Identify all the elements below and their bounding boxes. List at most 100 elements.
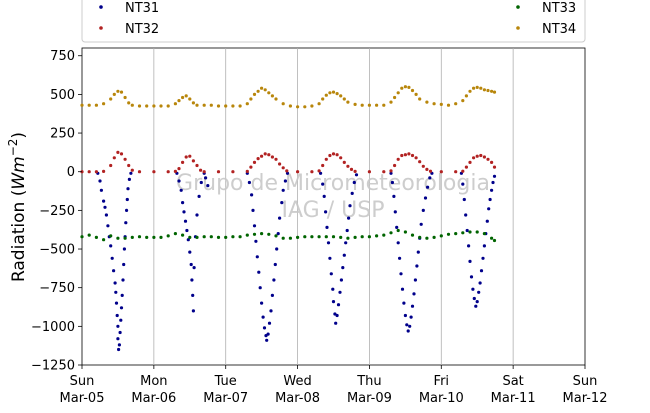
point-nt31-156 xyxy=(492,174,497,178)
point-nt31-111 xyxy=(396,241,400,245)
point-nt31-40 xyxy=(186,238,190,242)
point-nt33-40 xyxy=(367,235,371,239)
point-nt33-27 xyxy=(274,234,278,238)
point-nt33-1 xyxy=(87,233,91,237)
point-nt31-13 xyxy=(114,301,119,305)
point-nt32-72 xyxy=(482,155,486,159)
point-nt34-78 xyxy=(486,88,490,93)
point-nt33-53 xyxy=(461,231,465,235)
point-nt31-128 xyxy=(421,208,425,212)
point-nt34-50 xyxy=(342,97,346,101)
point-nt34-62 xyxy=(407,85,411,89)
point-nt32-32 xyxy=(270,155,274,159)
x-tick-date-7: Mar-12 xyxy=(563,391,608,406)
point-nt31-137 xyxy=(465,228,469,233)
point-nt33-46 xyxy=(410,233,415,237)
point-nt31-36 xyxy=(181,201,185,205)
point-nt31-143 xyxy=(474,304,478,308)
point-nt31-105 xyxy=(354,173,359,177)
point-nt31-15 xyxy=(116,324,120,328)
point-nt31-73 xyxy=(273,262,277,267)
point-nt33-8 xyxy=(137,235,142,239)
legend-label-nt31: NT31 xyxy=(125,1,159,16)
point-nt33-33 xyxy=(317,235,321,239)
x-tick-day-4: Thu xyxy=(356,374,381,389)
point-nt33-4 xyxy=(109,234,113,238)
point-nt34-11 xyxy=(137,104,142,108)
point-nt32-18 xyxy=(188,154,192,158)
point-nt31-71 xyxy=(270,293,274,297)
point-nt34-44 xyxy=(321,97,325,101)
legend-label-nt33: NT33 xyxy=(542,1,576,16)
point-nt33-11 xyxy=(159,235,163,239)
point-nt31-141 xyxy=(471,287,475,291)
y-tick-label-8: 750 xyxy=(50,49,75,64)
point-nt34-63 xyxy=(410,88,415,93)
point-nt32-8 xyxy=(123,157,127,161)
point-nt31-69 xyxy=(267,321,272,325)
series-layer xyxy=(80,85,497,352)
point-nt32-58 xyxy=(410,153,415,158)
point-nt34-66 xyxy=(425,100,429,104)
point-nt33-51 xyxy=(446,232,451,236)
point-nt32-40 xyxy=(321,163,325,168)
point-nt31-18 xyxy=(117,343,121,347)
point-nt31-52 xyxy=(204,176,208,180)
point-nt31-78 xyxy=(281,188,285,192)
point-nt32-14 xyxy=(173,169,177,173)
point-nt32-50 xyxy=(367,170,371,174)
point-nt31-38 xyxy=(183,219,188,223)
point-nt31-100 xyxy=(345,228,349,233)
point-nt32-7 xyxy=(119,152,124,156)
point-nt33-18 xyxy=(209,235,213,239)
x-axis: Sun Mar-05 Mon Mar-06 Tue Mar-07 Wed Mar-08 Thu M… xyxy=(60,365,608,406)
point-nt34-5 xyxy=(112,92,116,96)
point-nt33-34 xyxy=(324,235,328,239)
point-nt31-41 xyxy=(188,250,192,254)
point-nt34-15 xyxy=(166,104,170,108)
point-nt34-64 xyxy=(414,92,418,96)
point-nt31-151 xyxy=(485,219,489,223)
point-nt33-9 xyxy=(145,235,149,239)
point-nt34-74 xyxy=(472,86,476,90)
point-nt32-59 xyxy=(414,156,418,160)
y-tick-label-2: −750 xyxy=(39,281,75,296)
point-nt32-69 xyxy=(472,156,476,160)
point-nt31-42 xyxy=(189,262,193,267)
series-nt32 xyxy=(80,150,497,174)
point-nt34-27 xyxy=(231,104,235,108)
point-nt31-45 xyxy=(191,309,195,313)
point-nt32-10 xyxy=(130,168,134,172)
point-nt32-19 xyxy=(191,159,195,163)
point-nt34-13 xyxy=(152,104,156,108)
point-nt33-29 xyxy=(288,236,292,240)
point-nt34-25 xyxy=(216,104,221,108)
point-nt31-139 xyxy=(468,259,472,263)
point-nt34-56 xyxy=(382,103,386,107)
point-nt31-117 xyxy=(405,323,409,327)
point-nt31-114 xyxy=(400,287,405,291)
point-nt31-149 xyxy=(482,244,486,248)
point-nt34-37 xyxy=(274,97,278,101)
point-nt34-2 xyxy=(94,103,98,107)
legend-item-nt34: NT34 xyxy=(516,22,576,37)
point-nt32-29 xyxy=(260,154,264,158)
point-nt31-146 xyxy=(478,281,482,285)
point-nt31-130 xyxy=(426,185,430,189)
point-nt32-70 xyxy=(475,154,479,158)
point-nt34-38 xyxy=(281,102,285,106)
point-nt31-109 xyxy=(393,210,397,214)
point-nt31-25 xyxy=(122,247,126,251)
point-nt34-79 xyxy=(490,89,494,93)
point-nt34-73 xyxy=(468,89,472,93)
point-nt31-124 xyxy=(415,264,419,268)
point-nt34-36 xyxy=(270,94,274,98)
series-nt33 xyxy=(80,228,497,243)
watermark-line-1: IAG / USP xyxy=(282,198,385,223)
point-nt31-11 xyxy=(113,281,117,285)
point-nt31-64 xyxy=(261,315,265,319)
watermark-line-0: Grupo de Micrometeorologia xyxy=(176,171,490,196)
point-nt31-140 xyxy=(469,275,474,279)
point-nt31-3 xyxy=(102,199,106,203)
x-tick-day-5: Fri xyxy=(434,374,450,389)
